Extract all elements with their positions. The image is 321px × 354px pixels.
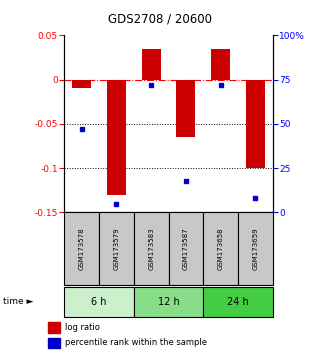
Bar (64, 287, 134, 317)
Text: GSM173659: GSM173659 (252, 227, 258, 270)
Bar (211, 48, 230, 80)
Bar (238, 212, 273, 285)
Bar (142, 48, 161, 80)
Text: percentile rank within the sample: percentile rank within the sample (65, 338, 207, 347)
Text: GSM173587: GSM173587 (183, 227, 189, 270)
Bar (134, 287, 203, 317)
Bar (169, 212, 203, 285)
Bar (176, 80, 195, 137)
Text: GDS2708 / 20600: GDS2708 / 20600 (108, 12, 213, 25)
Bar (99, 212, 134, 285)
Bar (107, 80, 126, 195)
Text: GSM173658: GSM173658 (218, 227, 224, 270)
Bar (203, 287, 273, 317)
Bar (134, 212, 169, 285)
Bar (246, 80, 265, 168)
Text: GSM173583: GSM173583 (148, 227, 154, 270)
Text: 24 h: 24 h (227, 297, 249, 307)
Bar (48, 337, 60, 348)
Text: GSM173579: GSM173579 (113, 227, 119, 270)
Bar (64, 212, 99, 285)
Text: log ratio: log ratio (65, 324, 100, 332)
Bar (203, 212, 238, 285)
Text: time ►: time ► (3, 297, 34, 306)
Bar (72, 80, 91, 88)
Bar (48, 322, 60, 333)
Text: 12 h: 12 h (158, 297, 179, 307)
Text: 6 h: 6 h (91, 297, 107, 307)
Text: GSM173578: GSM173578 (79, 227, 85, 270)
